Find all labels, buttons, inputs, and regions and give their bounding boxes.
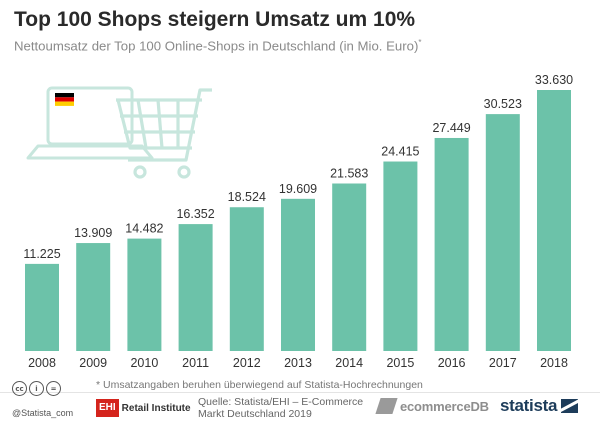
ecommercedb-logo-text: ecommerceDB xyxy=(400,398,489,414)
attribution-icon[interactable]: i xyxy=(29,381,44,396)
x-tick-label-2010: 2010 xyxy=(130,356,158,370)
x-tick-label-2015: 2015 xyxy=(386,356,414,370)
bar-2013 xyxy=(281,198,315,351)
subtitle-footnote-mark: * xyxy=(418,38,422,47)
laptop-cart-illustration xyxy=(26,86,212,179)
source-note: Quelle: Statista/EHI – E-Commerce Markt … xyxy=(198,396,363,420)
x-tick-label-2008: 2008 xyxy=(28,356,56,370)
footnote: * Umsatzangaben beruhen überwiegend auf … xyxy=(96,379,423,391)
source-line-2: Markt Deutschland 2019 xyxy=(198,408,312,420)
value-label-2012: 18.524 xyxy=(228,190,266,204)
x-tick-label-2013: 2013 xyxy=(284,356,312,370)
value-label-2013: 19.609 xyxy=(279,182,317,196)
statista-logo[interactable]: statista xyxy=(500,396,579,416)
shopping-cart-icon xyxy=(116,88,212,179)
bar-2009 xyxy=(76,243,111,351)
subtitle-text: Nettoumsatz der Top 100 Online-Shops in … xyxy=(14,38,419,54)
ehi-logo[interactable]: EHI Retail Institute xyxy=(96,398,191,418)
bar-chart: 11.225 13.909 14.482 16.352 18.524 19.609 21.5… xyxy=(23,73,573,370)
license-icons[interactable]: cc i = xyxy=(12,381,61,396)
value-label-2015: 24.415 xyxy=(381,145,419,159)
bar-2018 xyxy=(537,90,571,351)
chart-subtitle: Nettoumsatz der Top 100 Online-Shops in … xyxy=(14,38,422,53)
value-label-2018: 33.630 xyxy=(535,73,573,87)
footer-divider xyxy=(0,392,600,393)
value-label-2008: 11.225 xyxy=(23,247,60,261)
x-tick-label-2014: 2014 xyxy=(335,356,363,370)
x-tick-label-2009: 2009 xyxy=(79,356,107,370)
ecommercedb-logo[interactable]: ecommerceDB xyxy=(375,398,489,414)
value-label-2016: 27.449 xyxy=(432,121,470,135)
no-derivatives-icon[interactable]: = xyxy=(46,381,61,396)
ecommercedb-mark-icon xyxy=(375,398,398,414)
x-tick-label-2012: 2012 xyxy=(233,356,261,370)
statista-mark-icon xyxy=(561,399,579,413)
bar-2012 xyxy=(229,207,264,351)
x-tick-label-group: 2008 2009 2010 2011 2012 2013 2014 2015 2016 2017… xyxy=(28,356,568,370)
statista-handle[interactable]: @Statista_com xyxy=(12,408,74,418)
bar-2017 xyxy=(485,114,520,351)
bar-2008 xyxy=(25,263,59,351)
bar-2011 xyxy=(178,224,213,351)
value-label-2010: 14.482 xyxy=(125,222,163,236)
germany-flag-icon xyxy=(55,93,74,106)
cc-license-icon[interactable]: cc xyxy=(12,381,27,396)
bar-2016 xyxy=(434,137,469,351)
value-label-2017: 30.523 xyxy=(484,97,522,111)
bar-group xyxy=(25,90,571,351)
x-tick-label-2011: 2011 xyxy=(182,356,209,370)
x-tick-label-2017: 2017 xyxy=(489,356,517,370)
value-label-2014: 21.583 xyxy=(330,166,368,180)
source-line-1: Quelle: Statista/EHI – E-Commerce xyxy=(198,396,364,408)
chart-title: Top 100 Shops steigern Umsatz um 10% xyxy=(14,8,416,31)
laptop-base xyxy=(26,144,154,160)
x-tick-label-2016: 2016 xyxy=(438,356,466,370)
statista-logo-text: statista xyxy=(500,396,558,415)
x-tick-label-2018: 2018 xyxy=(540,356,568,370)
value-label-2009: 13.909 xyxy=(74,226,112,240)
bar-2010 xyxy=(127,238,162,351)
bar-2014 xyxy=(332,183,367,351)
value-label-group: 11.225 13.909 14.482 16.352 18.524 19.609 21.5… xyxy=(23,73,573,261)
bar-2015 xyxy=(383,161,418,351)
ehi-logo-box: EHI xyxy=(96,399,119,417)
value-label-2011: 16.352 xyxy=(176,207,214,221)
ehi-logo-text: Retail Institute xyxy=(121,402,191,414)
